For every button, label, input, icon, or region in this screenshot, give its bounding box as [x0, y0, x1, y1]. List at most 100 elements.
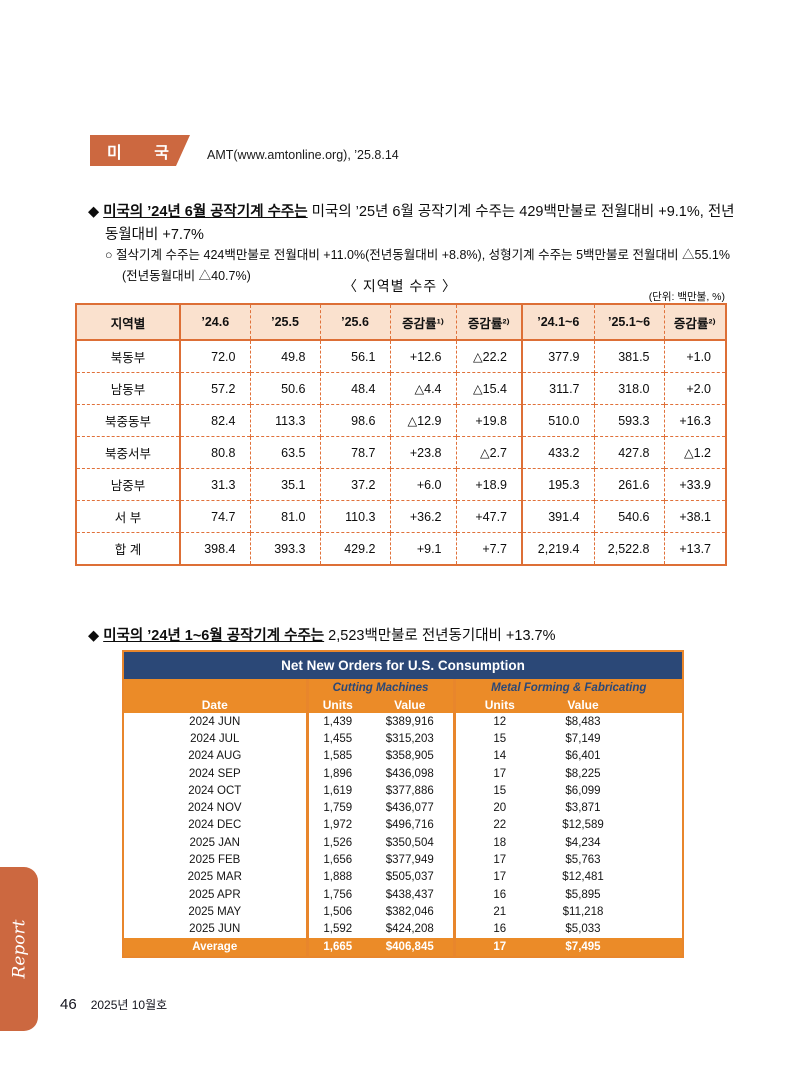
table-cell: $350,504	[367, 834, 454, 852]
table-cell: $11,218	[544, 903, 622, 921]
table-cell: 2024 JUL	[124, 730, 307, 748]
bullet1-lead: 미국의 ’24년 6월 공작기계 수주는	[103, 203, 308, 220]
table-cell: 1,759	[305, 799, 367, 817]
col-header-24-6: ’24.6	[179, 304, 250, 341]
col-header-25-5: ’25.5	[249, 304, 320, 341]
table-cell: 433.2	[521, 436, 594, 469]
orders-average-row: Average 1,665 $406,845 17 $7,495	[124, 937, 683, 956]
col-header-region: 지역별	[76, 304, 180, 341]
table-cell: 78.7	[319, 436, 390, 469]
report-side-tab-label: Report	[9, 919, 29, 979]
table-cell: $315,203	[367, 730, 454, 748]
table-row: 2024 JUL 1,455 $315,203 15 $7,149	[124, 730, 682, 748]
table-cell: $389,916	[367, 713, 454, 731]
page-footer: 46 2025년 10월호	[60, 996, 167, 1014]
diamond-bullet-icon: ◆	[88, 627, 100, 644]
table-cell: 17	[452, 851, 544, 869]
average-spacer	[622, 937, 683, 956]
table-cell: △2.7	[455, 436, 522, 469]
table-cell: 2024 NOV	[124, 799, 307, 817]
issue-label: 2025년 10월호	[90, 998, 168, 1012]
table-cell: 50.6	[249, 372, 320, 405]
table-cell: 1,619	[305, 782, 367, 800]
col-header-spacer	[622, 696, 683, 713]
subbullet-text: 절삭기계 수주는 424백만불로 전월대비 +11.0%(전년동월대비 +8.8…	[116, 247, 730, 283]
table-cell: △12.9	[389, 404, 456, 437]
table-row: 합 계 398.4 393.3 429.2 +9.1 +7.7 2,219.4 2,522.8…	[76, 532, 726, 565]
table-cell: 합 계	[76, 532, 180, 565]
table-cell: 1,526	[305, 834, 367, 852]
col-header-cutting-value: Value	[367, 696, 454, 713]
table-row: 북중서부 80.8 63.5 78.7 +23.8 △2.7 433.2 427.8 △1.2	[76, 436, 726, 469]
table-cell: 31.3	[179, 468, 250, 501]
col-header-cutting-units: Units	[305, 696, 367, 713]
table-cell: 15	[452, 730, 544, 748]
table-cell: 2025 MAY	[124, 903, 307, 921]
table-cell: 22	[452, 816, 544, 835]
table-cell: 21	[452, 903, 544, 921]
table-cell: $358,905	[367, 747, 454, 765]
table-cell: 2024 AUG	[124, 747, 307, 765]
orders-group-header-row: Cutting Machines Metal Forming & Fabrica…	[124, 679, 683, 696]
country-tag: 미 국	[90, 135, 190, 166]
table-cell: 20	[452, 799, 544, 817]
table-cell: 2024 OCT	[124, 782, 307, 800]
table-row: 2025 MAR 1,888 $505,037 17 $12,481	[124, 868, 682, 886]
table-cell: 2025 JAN	[124, 834, 307, 852]
table-cell: +12.6	[389, 340, 456, 373]
table-cell: 17	[452, 764, 544, 783]
region-orders-table: 지역별 ’24.6 ’25.5 ’25.6 증감률¹⁾ 증감률²⁾ ’24.1~…	[75, 303, 727, 566]
table-cell: 63.5	[249, 436, 320, 469]
table-row: 2024 AUG 1,585 $358,905 14 $6,401	[124, 747, 682, 765]
col-header-change1: 증감률¹⁾	[389, 304, 456, 341]
table-cell: 2025 MAR	[124, 868, 307, 886]
table-cell: $12,481	[544, 868, 622, 886]
table-row: 2024 DEC 1,972 $496,716 22 $12,589	[124, 816, 682, 835]
region-table-body: 북동부 72.0 49.8 56.1 +12.6 △22.2 377.9 381.5 +1.0 남…	[76, 340, 726, 565]
table-row: 2025 JAN 1,526 $350,504 18 $4,234	[124, 834, 682, 852]
table-row: 남동부 57.2 50.6 48.4 △4.4 △15.4 311.7 318.0 +2.0	[76, 372, 726, 405]
table-cell: 113.3	[249, 404, 320, 437]
table-cell: +38.1	[663, 500, 726, 533]
table-row: 2024 OCT 1,619 $377,886 15 $6,099	[124, 782, 682, 800]
table-cell: +13.7	[663, 532, 726, 565]
bullet2-body: 2,523백만불로 전년동기대비 +13.7%	[324, 627, 556, 644]
table-cell: 북중동부	[76, 404, 180, 437]
table-cell: $8,483	[544, 713, 622, 731]
group-header-cutting: Cutting Machines	[305, 679, 454, 696]
table-cell: 2025 JUN	[124, 920, 307, 938]
table-cell: △4.4	[389, 372, 456, 405]
table-cell: $6,099	[544, 782, 622, 800]
table-cell: 1,585	[305, 747, 367, 765]
table-cell: +47.7	[455, 500, 522, 533]
table-cell: +2.0	[663, 372, 726, 405]
table-row: 2024 SEP 1,896 $436,098 17 $8,225	[124, 764, 682, 783]
table-cell: 429.2	[319, 532, 390, 565]
circle-bullet-icon: ○	[105, 247, 113, 262]
diamond-bullet-icon: ◆	[88, 203, 100, 220]
bullet1-body: 미국의 ’25년 6월 공작기계 수주는 429백만불로 전월대비 +9.1%,…	[105, 203, 735, 243]
table-cell: 2,522.8	[593, 532, 664, 565]
table-cell: +7.7	[455, 532, 522, 565]
table-cell: 2,219.4	[521, 532, 594, 565]
table-cell: 북중서부	[76, 436, 180, 469]
net-new-orders-table: Net New Orders for U.S. Consumption Cutt…	[122, 650, 684, 958]
table-cell: 261.6	[593, 468, 664, 501]
table-cell: $4,234	[544, 834, 622, 852]
table-cell: +1.0	[663, 340, 726, 373]
table-cell: 98.6	[319, 404, 390, 437]
table-cell: $12,589	[544, 816, 622, 835]
table-cell: 1,439	[305, 713, 367, 731]
table-cell: 195.3	[521, 468, 594, 501]
table-cell: $5,763	[544, 851, 622, 869]
col-header-metal-value: Value	[544, 696, 622, 713]
table-cell: 74.7	[179, 500, 250, 533]
table-row: 북동부 72.0 49.8 56.1 +12.6 △22.2 377.9 381.5 +1.0	[76, 340, 726, 373]
table-cell: 56.1	[319, 340, 390, 373]
table-cell: 15	[452, 782, 544, 800]
table-cell: 1,756	[305, 885, 367, 904]
table-cell: $377,949	[367, 851, 454, 869]
col-header-25-1-6: ’25.1~6	[593, 304, 664, 341]
table-cell: +36.2	[389, 500, 456, 533]
